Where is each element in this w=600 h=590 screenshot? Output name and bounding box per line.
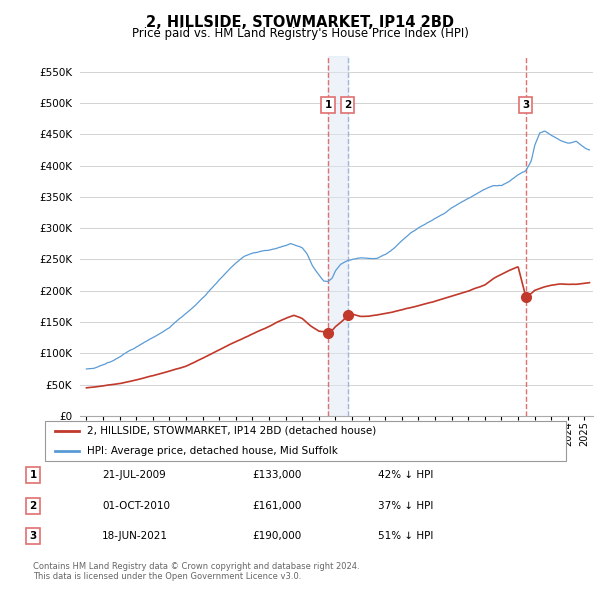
Text: 2, HILLSIDE, STOWMARKET, IP14 2BD: 2, HILLSIDE, STOWMARKET, IP14 2BD <box>146 15 454 30</box>
Text: 21-JUL-2009: 21-JUL-2009 <box>102 470 166 480</box>
Text: £161,000: £161,000 <box>252 501 301 510</box>
Text: 18-JUN-2021: 18-JUN-2021 <box>102 532 168 541</box>
Text: £133,000: £133,000 <box>252 470 301 480</box>
Text: 37% ↓ HPI: 37% ↓ HPI <box>378 501 433 510</box>
Text: 2, HILLSIDE, STOWMARKET, IP14 2BD (detached house): 2, HILLSIDE, STOWMARKET, IP14 2BD (detac… <box>87 426 376 436</box>
Text: £190,000: £190,000 <box>252 532 301 541</box>
Text: 3: 3 <box>522 100 529 110</box>
Text: Contains HM Land Registry data © Crown copyright and database right 2024.
This d: Contains HM Land Registry data © Crown c… <box>33 562 359 581</box>
Text: Price paid vs. HM Land Registry's House Price Index (HPI): Price paid vs. HM Land Registry's House … <box>131 27 469 40</box>
FancyBboxPatch shape <box>44 421 566 461</box>
Text: 01-OCT-2010: 01-OCT-2010 <box>102 501 170 510</box>
Text: 2: 2 <box>344 100 352 110</box>
Text: 3: 3 <box>29 532 37 541</box>
Text: 42% ↓ HPI: 42% ↓ HPI <box>378 470 433 480</box>
Text: 1: 1 <box>29 470 37 480</box>
Bar <box>328 56 348 416</box>
Text: 1: 1 <box>325 100 332 110</box>
Text: HPI: Average price, detached house, Mid Suffolk: HPI: Average price, detached house, Mid … <box>87 446 338 455</box>
Text: 2: 2 <box>29 501 37 510</box>
Text: 51% ↓ HPI: 51% ↓ HPI <box>378 532 433 541</box>
